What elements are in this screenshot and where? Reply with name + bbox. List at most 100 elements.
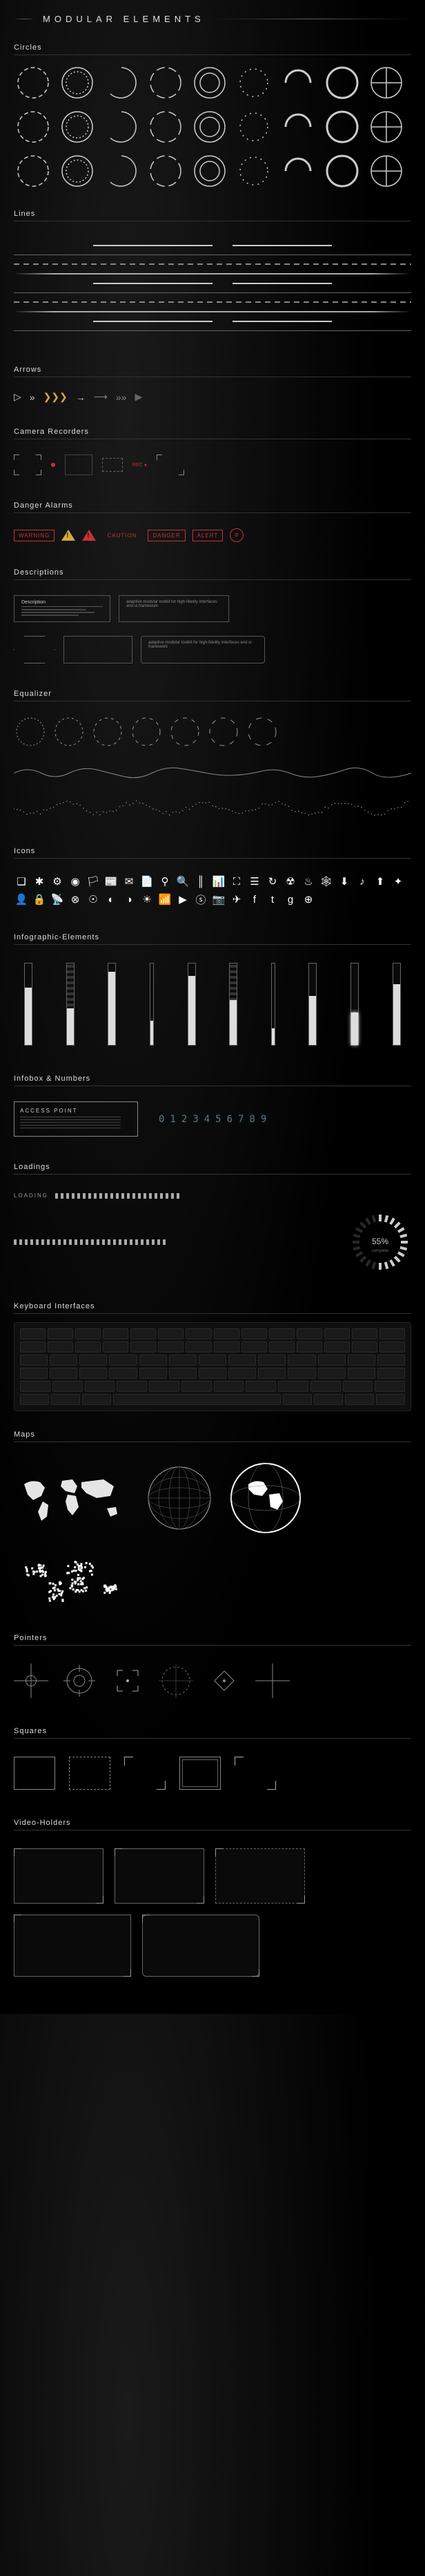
keyboard-key[interactable] xyxy=(20,1341,46,1352)
keyboard-key[interactable] xyxy=(169,1368,197,1379)
keyboard-key[interactable] xyxy=(79,1368,107,1379)
circle-element xyxy=(235,108,273,146)
keyboard-key[interactable] xyxy=(50,1368,77,1379)
keyboard-key[interactable] xyxy=(228,1355,256,1366)
keyboard-key[interactable] xyxy=(314,1394,343,1405)
desc-box: Description xyxy=(14,595,110,622)
keyboard-key[interactable] xyxy=(20,1381,50,1392)
keyboard-key[interactable] xyxy=(228,1368,256,1379)
circle-element xyxy=(102,108,141,146)
loading-bar xyxy=(14,1239,166,1245)
keyboard-key[interactable] xyxy=(130,1328,156,1339)
pointer-simple xyxy=(255,1664,290,1698)
keyboard-key[interactable] xyxy=(241,1341,267,1352)
keyboard-key[interactable] xyxy=(345,1394,374,1405)
keyboard-key[interactable] xyxy=(283,1394,312,1405)
keyboard-key[interactable] xyxy=(348,1355,375,1366)
keyboard-key[interactable] xyxy=(158,1328,184,1339)
keyboard-key[interactable] xyxy=(48,1341,73,1352)
section-camera: Camera Recorders xyxy=(14,428,411,439)
keyboard-key[interactable] xyxy=(377,1355,405,1366)
keyboard-key[interactable] xyxy=(324,1328,350,1339)
keyboard-key[interactable] xyxy=(169,1355,197,1366)
world-map-pixel xyxy=(14,1550,131,1605)
keyboard-key[interactable] xyxy=(310,1381,341,1392)
keyboard-key[interactable] xyxy=(103,1328,128,1339)
keyboard-key[interactable] xyxy=(324,1341,350,1352)
keyboard-key[interactable] xyxy=(186,1328,211,1339)
keyboard-key[interactable] xyxy=(377,1368,405,1379)
keyboard-key[interactable] xyxy=(109,1368,137,1379)
keyboard-key[interactable] xyxy=(139,1355,167,1366)
keyboard-key[interactable] xyxy=(20,1368,48,1379)
svg-text:complete: complete xyxy=(372,1249,389,1253)
keyboard-key[interactable] xyxy=(103,1341,128,1352)
keyboard-key[interactable] xyxy=(214,1381,244,1392)
keyboard-key[interactable] xyxy=(20,1394,49,1405)
keyboard-key[interactable] xyxy=(139,1368,167,1379)
keyboard-key[interactable] xyxy=(258,1368,286,1379)
keyboard-key[interactable] xyxy=(269,1328,295,1339)
eq-circles xyxy=(14,710,411,757)
keyboard-key[interactable] xyxy=(214,1328,239,1339)
keyboard-key[interactable] xyxy=(269,1341,295,1352)
keyboard-key[interactable] xyxy=(288,1368,315,1379)
keyboard-key[interactable] xyxy=(199,1355,226,1366)
keyboard-key[interactable] xyxy=(82,1394,111,1405)
keyboard-key[interactable] xyxy=(241,1328,267,1339)
keyboard-key[interactable] xyxy=(375,1381,405,1392)
keyboard-key[interactable] xyxy=(158,1341,184,1352)
keyboard-key[interactable] xyxy=(109,1355,137,1366)
keyboard-key[interactable] xyxy=(352,1328,377,1339)
keyboard-key[interactable] xyxy=(376,1394,405,1405)
arrow-icon: »» xyxy=(116,392,127,403)
keyboard-key[interactable] xyxy=(258,1355,286,1366)
video-holder xyxy=(215,1848,305,1904)
keyboard-key[interactable] xyxy=(85,1381,115,1392)
square-bracket xyxy=(235,1757,276,1790)
keyboard-key[interactable] xyxy=(75,1328,101,1339)
keyboard-key[interactable] xyxy=(199,1368,226,1379)
circle-element xyxy=(146,63,185,102)
keyboard-key[interactable] xyxy=(130,1341,156,1352)
eq-circle xyxy=(130,715,163,752)
keyboard-key[interactable] xyxy=(214,1341,239,1352)
ui-icon: ☢ xyxy=(283,874,298,889)
keyboard-key[interactable] xyxy=(246,1381,276,1392)
infobox-row: ACCESS POINT 0123456789 xyxy=(14,1095,411,1144)
keyboard-key[interactable] xyxy=(278,1381,308,1392)
keyboard-key[interactable] xyxy=(51,1394,80,1405)
keyboard-key[interactable] xyxy=(343,1381,373,1392)
keyboard-key[interactable] xyxy=(181,1381,212,1392)
line-item xyxy=(14,321,411,322)
danger-label: ⊘ xyxy=(230,528,244,542)
keyboard-key[interactable] xyxy=(50,1355,77,1366)
keyboard-key[interactable] xyxy=(297,1341,322,1352)
keyboard-key[interactable] xyxy=(79,1355,107,1366)
keyboard-key[interactable] xyxy=(318,1355,346,1366)
keyboard-key[interactable] xyxy=(52,1381,83,1392)
eq-circle xyxy=(14,715,47,752)
keyboard-key[interactable] xyxy=(348,1368,375,1379)
keyboard-key[interactable] xyxy=(352,1341,377,1352)
ui-icon: ▶ xyxy=(175,892,190,907)
ui-icon: t xyxy=(265,892,280,907)
keyboard-key[interactable] xyxy=(379,1328,405,1339)
keyboard-key[interactable] xyxy=(288,1355,315,1366)
keyboard-key[interactable] xyxy=(113,1394,280,1405)
keyboard-key[interactable] xyxy=(20,1355,48,1366)
section-squares: Squares xyxy=(14,1727,411,1739)
ui-icon: ║ xyxy=(193,874,208,889)
keyboard-key[interactable] xyxy=(75,1341,101,1352)
eq-circle xyxy=(207,715,240,752)
keyboard-key[interactable] xyxy=(318,1368,346,1379)
keyboard-key[interactable] xyxy=(297,1328,322,1339)
keyboard-key[interactable] xyxy=(117,1381,147,1392)
circle-element xyxy=(190,63,229,102)
ui-icon: ♨ xyxy=(301,874,316,889)
keyboard-key[interactable] xyxy=(149,1381,179,1392)
keyboard-key[interactable] xyxy=(48,1328,73,1339)
keyboard-key[interactable] xyxy=(20,1328,46,1339)
keyboard-key[interactable] xyxy=(186,1341,211,1352)
keyboard-key[interactable] xyxy=(379,1341,405,1352)
